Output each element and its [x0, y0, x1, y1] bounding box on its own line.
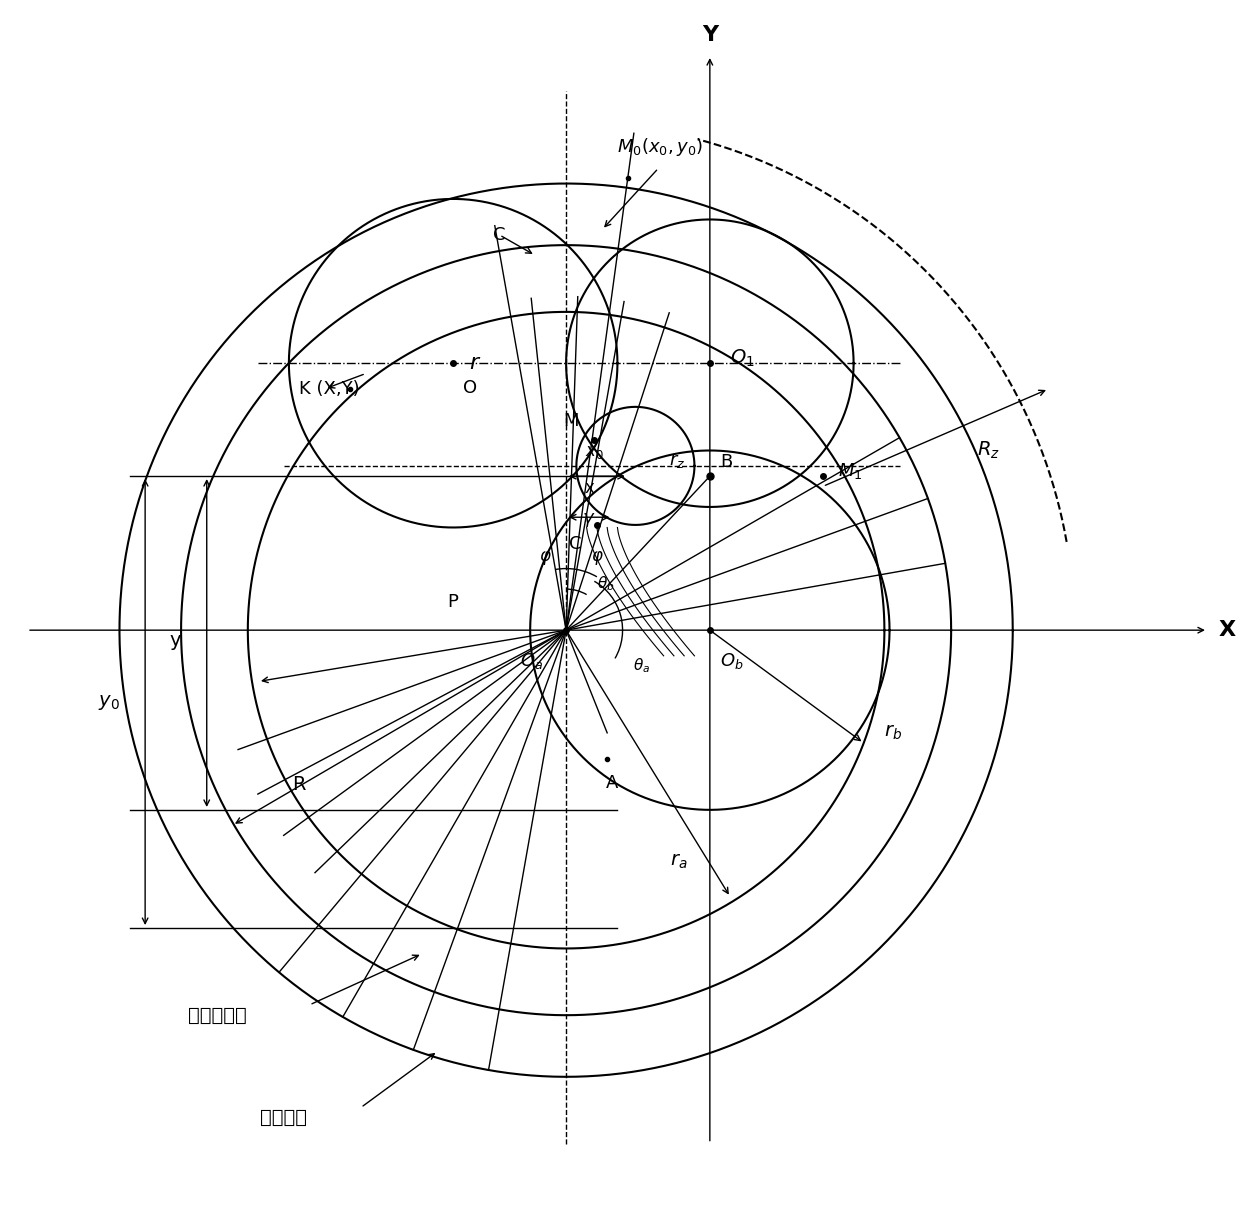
Text: $M_0(x_0,y_0)$: $M_0(x_0,y_0)$: [618, 135, 703, 158]
Text: $O_a$: $O_a$: [520, 650, 543, 671]
Text: x: x: [584, 479, 594, 497]
Text: C: C: [494, 226, 506, 244]
Text: r: r: [469, 353, 479, 374]
Text: $O_b$: $O_b$: [720, 650, 744, 671]
Text: 摆线轮节圆: 摆线轮节圆: [187, 1006, 247, 1025]
Text: 针轮节圆: 针轮节圆: [260, 1109, 308, 1127]
Text: M: M: [563, 412, 579, 430]
Text: Y: Y: [702, 25, 718, 45]
Text: K (X,Y): K (X,Y): [299, 380, 360, 398]
Text: $r_b$: $r_b$: [884, 723, 903, 742]
Text: $O_1$: $O_1$: [730, 347, 755, 369]
Text: $\varphi$: $\varphi$: [539, 549, 552, 567]
Text: y: y: [170, 631, 181, 650]
Text: $x_0$: $x_0$: [585, 442, 604, 461]
Text: $y_0$: $y_0$: [98, 693, 119, 712]
Text: B: B: [720, 453, 733, 472]
Text: C: C: [569, 536, 582, 554]
Text: $\varphi$: $\varphi$: [590, 549, 604, 567]
Text: $M_1$: $M_1$: [838, 461, 863, 481]
Text: P: P: [448, 592, 459, 611]
Text: $\theta_a$: $\theta_a$: [632, 656, 650, 676]
Text: A: A: [606, 774, 619, 792]
Text: $R_z$: $R_z$: [977, 440, 999, 461]
Text: $\gamma$: $\gamma$: [582, 510, 595, 528]
Text: $r_a$: $r_a$: [671, 851, 688, 870]
Text: X: X: [1218, 620, 1235, 641]
Text: R: R: [293, 775, 306, 793]
Text: O: O: [464, 378, 477, 397]
Text: $r_z$: $r_z$: [668, 452, 684, 470]
Text: $\theta_b$: $\theta_b$: [596, 574, 615, 594]
